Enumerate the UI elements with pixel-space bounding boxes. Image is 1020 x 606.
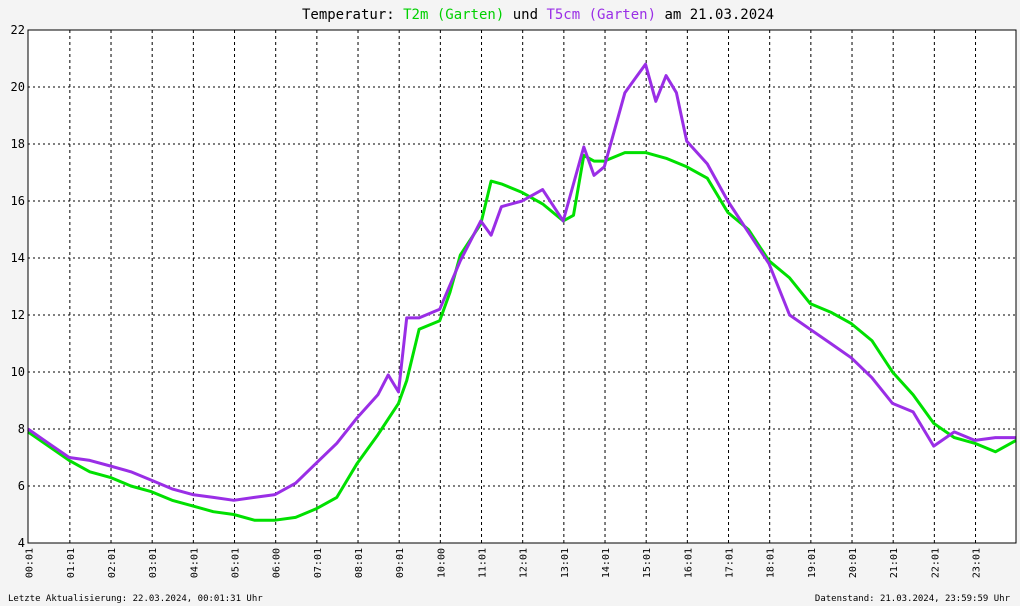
y-tick-label: 8: [18, 422, 25, 436]
x-tick-label: 04:01: [189, 548, 200, 578]
title-middle: und: [504, 7, 546, 23]
x-tick-label: 09:01: [395, 548, 406, 578]
x-tick-label: 17:01: [725, 548, 736, 578]
x-tick-label: 08:01: [354, 548, 365, 578]
x-tick-label: 02:01: [107, 548, 118, 578]
x-axis: 00:01 01:01 02:01 03:01 04:01 05:01 06:00 07:01…: [25, 548, 983, 578]
y-tick-label: 20: [11, 80, 25, 94]
title-prefix: Temperatur:: [302, 7, 403, 23]
x-tick-label: 01:01: [66, 548, 77, 578]
y-tick-label: 12: [11, 308, 25, 322]
x-tick-label: 06:00: [272, 548, 283, 578]
x-tick-label: 15:01: [642, 548, 653, 578]
y-tick-label: 14: [11, 251, 25, 265]
chart-title: Temperatur: T2m (Garten) und T5cm (Garte…: [302, 7, 774, 23]
x-tick-label: 22:01: [930, 548, 941, 578]
title-series-t5cm: T5cm (Garten): [546, 7, 656, 23]
x-tick-label: 07:01: [313, 548, 324, 578]
series-line-t5cm: [27, 62, 1016, 502]
plot-area: [28, 30, 1016, 543]
x-tick-label: 23:01: [972, 548, 983, 578]
y-tick-label: 6: [18, 479, 25, 493]
x-tick-label: 11:01: [478, 548, 489, 578]
x-tick-label: 03:01: [148, 548, 159, 578]
x-tick-label: 20:01: [848, 548, 859, 578]
series-layer: [27, 62, 1017, 522]
x-tick-label: 12:01: [519, 548, 530, 578]
x-tick-label: 21:01: [889, 548, 900, 578]
y-axis: 4 6 8 10 12 14 16 18 20 22: [11, 23, 25, 550]
grid: [28, 30, 1016, 543]
x-tick-label: 13:01: [560, 548, 571, 578]
y-tick-label: 10: [11, 365, 25, 379]
plot-frame: [27, 29, 1017, 544]
x-tick-label: 10:00: [436, 548, 447, 578]
series-line-t2m: [27, 151, 1017, 522]
x-tick-label: 00:01: [25, 548, 36, 578]
y-tick-label: 18: [11, 137, 25, 151]
y-tick-label: 22: [11, 23, 25, 37]
footer-data-timestamp: Datenstand: 21.03.2024, 23:59:59 Uhr: [815, 594, 1011, 604]
y-tick-label: 16: [11, 194, 25, 208]
y-tick-label: 4: [18, 536, 25, 550]
x-tick-label: 19:01: [807, 548, 818, 578]
x-tick-label: 16:01: [683, 548, 694, 578]
footer-last-update: Letzte Aktualisierung: 22.03.2024, 00:01…: [8, 594, 263, 604]
title-suffix: am 21.03.2024: [656, 7, 774, 23]
x-tick-label: 05:01: [231, 548, 242, 578]
x-tick-label: 14:01: [601, 548, 612, 578]
x-tick-label: 18:01: [766, 548, 777, 578]
title-series-t2m: T2m (Garten): [403, 7, 504, 23]
